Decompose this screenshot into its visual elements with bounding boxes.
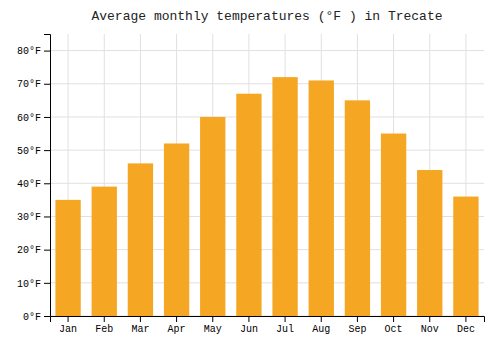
tick-label: Jul: [276, 324, 294, 335]
axis-line: [51, 317, 485, 323]
tick-label: 70°F: [17, 79, 41, 90]
grid-line: [50, 150, 484, 151]
tick: 70°F: [17, 79, 50, 90]
tick-mark: [44, 117, 50, 118]
tick-label: Feb: [95, 324, 113, 335]
tick-mark: [285, 316, 286, 322]
tick-label: 30°F: [17, 212, 41, 223]
axis-line: [44, 35, 51, 317]
bar: [453, 197, 478, 316]
tick: 80°F: [17, 46, 50, 57]
tick-mark: [393, 316, 394, 322]
bars: [55, 77, 478, 316]
tick-mark: [44, 283, 50, 284]
tick-mark: [44, 250, 50, 251]
tick: Nov: [421, 316, 439, 335]
grid-line: [50, 50, 484, 51]
tick-label: 10°F: [17, 279, 41, 290]
bar: [164, 143, 189, 316]
tick-label: Oct: [385, 324, 403, 335]
tick-mark: [465, 316, 466, 322]
tick: 50°F: [17, 146, 50, 157]
tick-label: Dec: [457, 324, 475, 335]
tick-label: Nov: [421, 324, 439, 335]
tick-mark: [357, 316, 358, 322]
tick-mark: [248, 316, 249, 322]
tick: Jan: [59, 316, 77, 335]
tick-label: Apr: [168, 324, 186, 335]
tick: Oct: [385, 316, 403, 335]
tick: Jun: [240, 316, 258, 335]
tick: 10°F: [17, 279, 50, 290]
tick: 60°F: [17, 113, 50, 124]
tick: Aug: [312, 316, 330, 335]
tick-mark: [44, 316, 50, 317]
tick-label: 50°F: [17, 146, 41, 157]
tick-label: 60°F: [17, 113, 41, 124]
tick: 30°F: [17, 212, 50, 223]
bar: [309, 80, 334, 316]
bar: [55, 200, 80, 316]
tick-mark: [44, 183, 50, 184]
grid-line: [50, 116, 484, 117]
tick-mark: [68, 316, 69, 322]
tick-mark: [104, 316, 105, 322]
tick-mark: [212, 316, 213, 322]
tick-label: 40°F: [17, 179, 41, 190]
grid: [50, 34, 484, 316]
tick-label: 80°F: [17, 46, 41, 57]
tick-mark: [44, 150, 50, 151]
tick: 20°F: [17, 245, 50, 256]
tick: 0°F: [23, 312, 50, 323]
plot: Jan Feb Mar Apr May Jun Jul Aug Sep Oct Nov Dec 0°F 1…: [17, 34, 485, 335]
tick-mark: [44, 216, 50, 217]
title: Average monthly temperatures (°F ) in Tr…: [91, 9, 442, 24]
tick: Feb: [95, 316, 113, 335]
tick-label: 0°F: [23, 312, 41, 323]
tick: Dec: [457, 316, 475, 335]
tick-label: 20°F: [17, 245, 41, 256]
tick-mark: [44, 51, 50, 52]
tick-label: Jan: [59, 324, 77, 335]
tick: Mar: [131, 316, 149, 335]
bar: [200, 117, 225, 316]
tick-mark: [176, 316, 177, 322]
bar: [381, 134, 406, 316]
tick: Sep: [348, 316, 366, 335]
bar: [128, 163, 153, 316]
bar: [345, 100, 370, 316]
tick-label: Aug: [312, 324, 330, 335]
grid-line: [50, 83, 484, 84]
tick-mark: [429, 316, 430, 322]
bar: [272, 77, 297, 316]
bar: [236, 94, 261, 316]
tick: May: [204, 316, 222, 335]
tick: Apr: [168, 316, 186, 335]
tick-mark: [44, 84, 50, 85]
tick-mark: [321, 316, 322, 322]
x-axis: Jan Feb Mar Apr May Jun Jul Aug Sep Oct Nov Dec: [51, 316, 485, 335]
tick-label: Sep: [348, 324, 366, 335]
tick-label: Jun: [240, 324, 258, 335]
bar: [92, 187, 117, 316]
tick: 40°F: [17, 179, 50, 190]
y-axis: 0°F 10°F 20°F 30°F 40°F 50°F 60°F 70°F 80°F: [17, 35, 51, 323]
bar: [417, 170, 442, 316]
tick-label: Mar: [131, 324, 149, 335]
tick-label: May: [204, 324, 222, 335]
chart: Jan Feb Mar Apr May Jun Jul Aug Sep Oct Nov Dec 0°F 1…: [0, 0, 500, 350]
tick: Jul: [276, 316, 294, 335]
tick-mark: [140, 316, 141, 322]
